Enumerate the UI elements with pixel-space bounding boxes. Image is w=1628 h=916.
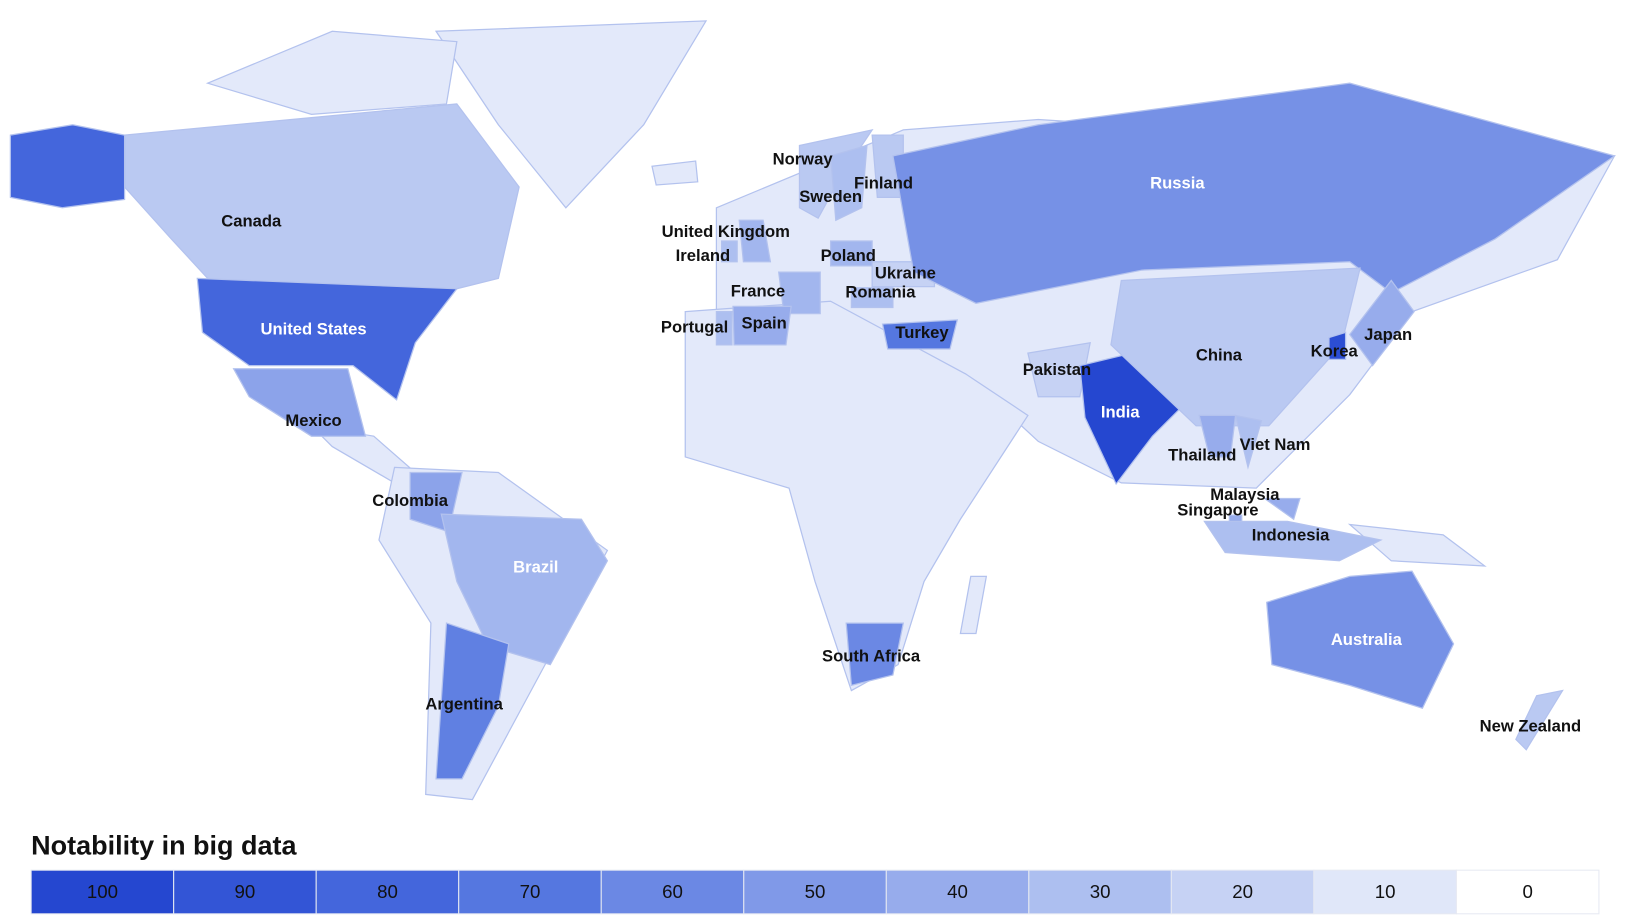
madagascar [959,575,988,635]
country [1027,341,1091,398]
arctic-islands [205,30,458,115]
country-label: Brazil [513,557,558,576]
country-label: China [1196,346,1243,365]
legend-label: 40 [947,881,968,902]
country [1266,570,1455,709]
country-label: United Kingdom [662,222,790,241]
country-label: Finland [854,173,913,192]
country-label: United States [260,320,366,339]
country-label: Ireland [676,246,730,265]
country [1234,414,1263,470]
country-label: Turkey [895,323,949,342]
country-label: Japan [1364,325,1412,344]
countries [9,82,1616,780]
country-label: Portugal [661,318,728,337]
country [720,240,738,263]
legend-swatch [458,869,602,915]
country [232,368,367,437]
legend-swatch [315,869,460,915]
country-label: Thailand [1168,445,1236,464]
legend-swatch [1170,869,1315,915]
country [1515,689,1564,751]
greenland [434,20,708,209]
country [829,144,868,222]
legend-label: 20 [1232,881,1253,902]
country [440,513,609,666]
country [777,271,821,315]
country-label: Indonesia [1252,525,1330,544]
country-label: Viet Nam [1240,435,1311,454]
country [435,622,510,780]
country [1198,414,1237,458]
country [845,622,905,687]
iceland [651,160,699,186]
country [1110,267,1361,427]
legend-label: 50 [805,881,826,902]
papua [1347,523,1487,567]
legend-swatch [885,869,1030,915]
country-label: Pakistan [1023,360,1091,379]
country-label: Norway [773,149,834,168]
country-label: Colombia [372,491,448,510]
africa [684,300,1029,692]
country-label: Singapore [1177,500,1258,519]
country-label: Ukraine [875,264,936,283]
country-label: Mexico [285,411,341,430]
country-label: Malaysia [1210,485,1280,504]
country [1348,279,1415,367]
legend-label: 30 [1090,881,1111,902]
country [123,103,520,302]
country [9,124,126,209]
legend: 100 90 80 70 60 50 40 30 20 10 0 [30,869,1600,915]
country [1203,520,1383,562]
country-label: Sweden [799,187,862,206]
country-label: Australia [1331,630,1403,649]
country-label: New Zealand [1480,716,1582,735]
legend-label: 0 [1522,881,1532,902]
country-labels: Canada United States Mexico Colombia Brazil A… [221,149,1581,735]
legend-label: 60 [662,881,683,902]
country-label: South Africa [822,647,921,666]
legend-swatch [1028,869,1172,915]
country [1328,331,1347,360]
legend-swatch [1313,869,1457,915]
country [1262,497,1301,521]
country [738,219,772,263]
country [196,277,459,401]
country [881,319,959,350]
country [715,310,733,346]
legend-label: 70 [520,881,541,902]
country-label: Canada [221,212,282,231]
country-label: Poland [821,246,876,265]
country-label: Spain [742,313,787,332]
legend-label: 80 [377,881,398,902]
legend-swatch [30,869,175,915]
legend-label: 100 [87,881,118,902]
country [732,305,792,346]
country-label: Korea [1311,341,1359,360]
legend-title: Notability in big data [31,830,297,860]
legend-swatch [1455,869,1600,915]
country-label: Russia [1150,173,1205,192]
country-label: India [1101,403,1141,422]
country-label: France [731,281,785,300]
country [850,287,894,309]
legend-swatch [743,869,887,915]
country-label: Romania [845,282,916,301]
legend-label: 90 [235,881,256,902]
country-label: Argentina [425,694,503,713]
legend-label: 10 [1375,881,1396,902]
